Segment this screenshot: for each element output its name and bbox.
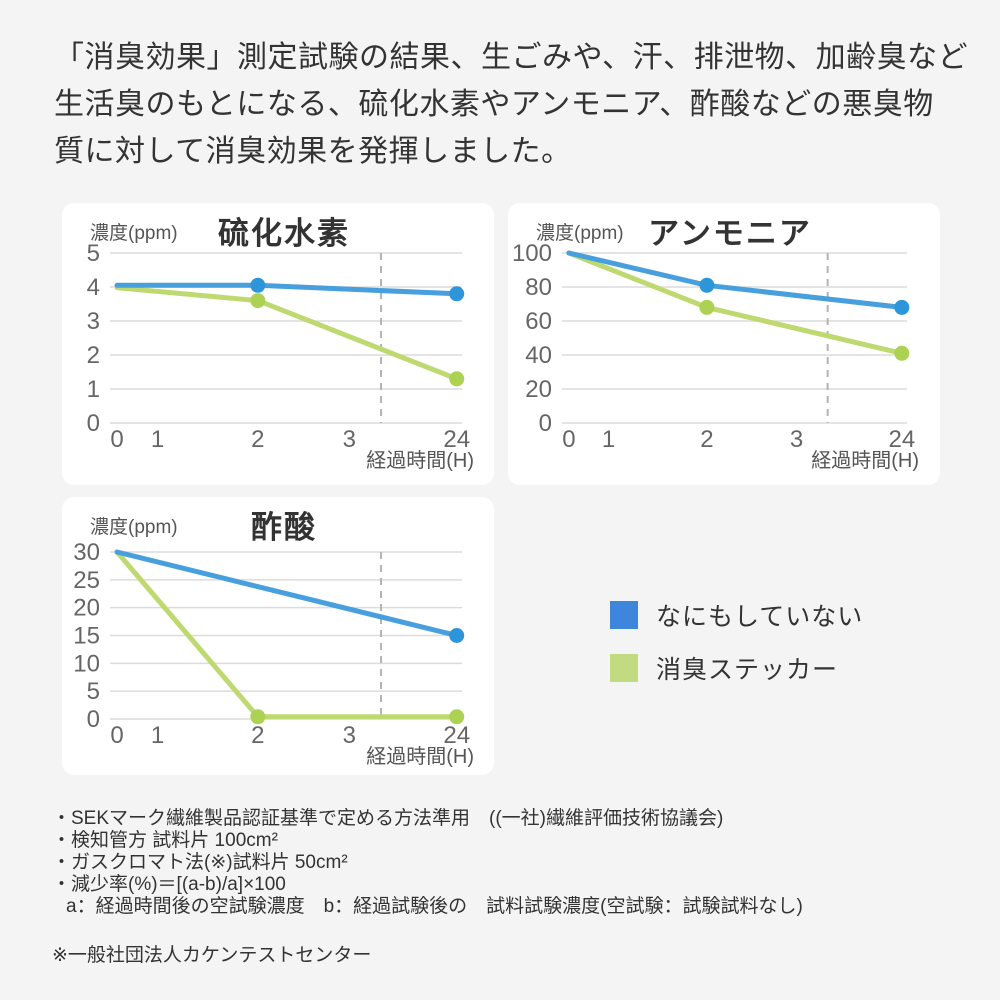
footnote-line: ・検知管方 試料片 100cm² bbox=[52, 830, 278, 851]
series-line-untreated bbox=[114, 549, 460, 638]
chart-card-ammonia: 濃度(ppm) アンモニア 0 20 40 60 80 100 0 1 2 3 24 経過時間(H) bbox=[508, 203, 940, 485]
y-axis-unit-label: 濃度(ppm) bbox=[90, 222, 178, 244]
footnote-test-center: ※一般社団法人カケンテストセンター bbox=[52, 945, 372, 966]
x-tick-label: 1 bbox=[602, 426, 615, 453]
y-tick-label: 1 bbox=[87, 376, 100, 403]
y-tick-label: 40 bbox=[525, 342, 552, 369]
y-tick-label: 100 bbox=[512, 240, 552, 267]
y-tick-label: 5 bbox=[87, 240, 100, 267]
y-tick-label: 20 bbox=[525, 376, 552, 403]
x-axis-label: 経過時間(H) bbox=[811, 449, 919, 472]
x-axis-label: 経過時間(H) bbox=[366, 449, 474, 472]
x-tick-label: 1 bbox=[151, 722, 164, 749]
chart-card-hydrogen-sulfide: 濃度(ppm) 硫化水素 0 1 2 3 4 5 0 1 2 3 24 経過時間(H) bbox=[62, 203, 494, 485]
data-point-sticker bbox=[449, 371, 465, 387]
y-axis-unit-label: 濃度(ppm) bbox=[536, 222, 624, 244]
intro-line-1: 「消臭効果」測定試験の結果、生ごみや、汗、排泄物、加齢臭など bbox=[54, 41, 969, 74]
data-point-untreated bbox=[449, 286, 465, 302]
y-tick-label: 25 bbox=[73, 567, 100, 594]
data-point-untreated bbox=[250, 277, 266, 293]
y-tick-label: 80 bbox=[525, 274, 552, 301]
legend-item-untreated: なにもしていない bbox=[610, 601, 863, 631]
series-line-sticker bbox=[114, 285, 460, 382]
legend-swatch-untreated bbox=[610, 601, 638, 629]
y-tick-label: 0 bbox=[87, 706, 100, 733]
x-tick-label: 1 bbox=[151, 426, 164, 453]
x-tick-label: 3 bbox=[343, 426, 356, 453]
intro-line-2: 生活臭のもとになる、硫化水素やアンモニア、酢酸などの悪臭物 bbox=[54, 88, 934, 121]
y-tick-label: 0 bbox=[539, 410, 552, 437]
y-tick-label: 3 bbox=[87, 308, 100, 335]
intro-text: 「消臭効果」測定試験の結果、生ごみや、汗、排泄物、加齢臭など 生活臭のもとになる… bbox=[54, 34, 968, 175]
y-tick-label: 4 bbox=[87, 274, 100, 301]
data-point-sticker bbox=[449, 709, 465, 725]
legend-label-sticker: 消臭ステッカー bbox=[656, 656, 839, 684]
x-tick-label: 0 bbox=[110, 426, 123, 453]
x-tick-label: 24 bbox=[443, 722, 470, 749]
footnote-line: ・SEKマーク繊維製品認証基準で定める方法準用 ((一社)繊維評価技術協議会) bbox=[52, 808, 724, 829]
x-tick-label: 3 bbox=[790, 426, 803, 453]
x-tick-label: 24 bbox=[443, 426, 470, 453]
x-tick-label: 3 bbox=[343, 722, 356, 749]
legend: なにもしていない 消臭ステッカー bbox=[610, 601, 863, 707]
data-point-untreated bbox=[894, 299, 910, 315]
y-tick-label: 15 bbox=[73, 623, 100, 650]
footnote-line: a：経過時間後の空試験濃度 b：経過試験後の 試料試験濃度(空試験：試験試料なし… bbox=[66, 896, 803, 917]
x-tick-label: 0 bbox=[110, 722, 123, 749]
chart-title: 酢酸 bbox=[251, 510, 317, 545]
x-tick-label: 2 bbox=[251, 426, 264, 453]
x-tick-label: 0 bbox=[562, 426, 575, 453]
y-tick-label: 60 bbox=[525, 308, 552, 335]
legend-label-untreated: なにもしていない bbox=[656, 603, 864, 631]
x-axis-label: 経過時間(H) bbox=[366, 745, 474, 768]
intro-line-3: 質に対して消臭効果を発揮しました。 bbox=[54, 135, 572, 168]
series-line-sticker bbox=[114, 549, 460, 720]
chart-title: アンモニア bbox=[648, 216, 812, 251]
y-tick-label: 0 bbox=[87, 410, 100, 437]
data-point-sticker bbox=[250, 709, 266, 725]
legend-item-sticker: 消臭ステッカー bbox=[610, 654, 863, 684]
y-tick-label: 30 bbox=[73, 539, 100, 566]
data-point-sticker bbox=[250, 293, 266, 309]
y-axis-unit-label: 濃度(ppm) bbox=[90, 516, 178, 538]
x-tick-label: 2 bbox=[700, 426, 713, 453]
y-tick-label: 2 bbox=[87, 342, 100, 369]
data-point-sticker bbox=[894, 345, 910, 361]
footnote-line: ・ガスクロマト法(※)試料片 50cm² bbox=[52, 852, 348, 873]
y-tick-label: 10 bbox=[73, 650, 100, 677]
data-point-untreated bbox=[699, 277, 715, 293]
chart-card-acetic-acid: 濃度(ppm) 酢酸 0 5 10 15 20 25 30 0 1 2 3 24 経過時間(H) bbox=[62, 497, 494, 775]
footnotes: ・SEKマーク繊維製品認証基準で定める方法準用 ((一社)繊維評価技術協議会) … bbox=[52, 808, 803, 967]
data-point-untreated bbox=[449, 628, 465, 643]
x-tick-label: 24 bbox=[888, 426, 915, 453]
legend-swatch-sticker bbox=[610, 654, 638, 682]
data-point-sticker bbox=[699, 299, 715, 315]
y-tick-label: 20 bbox=[73, 595, 100, 622]
x-tick-label: 2 bbox=[251, 722, 264, 749]
y-tick-label: 5 bbox=[87, 678, 100, 705]
footnote-line: ・減少率(%)＝[(a-b)/a]×100 bbox=[52, 874, 286, 895]
chart-title: 硫化水素 bbox=[218, 216, 350, 251]
series-line-untreated bbox=[566, 250, 905, 310]
